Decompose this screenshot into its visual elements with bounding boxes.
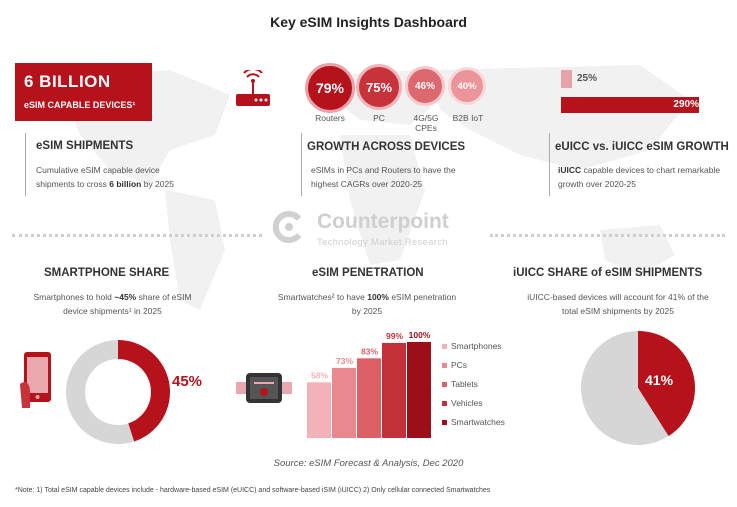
iuicc-share-pie	[581, 331, 695, 445]
smartwatch-icon	[236, 373, 292, 403]
esim-shipments-heading: eSIM SHIPMENTS	[36, 140, 134, 152]
iuicc-share-text: iUICC-based devices will account for 41%…	[527, 292, 709, 316]
bar-label: 83%	[361, 346, 378, 356]
iuicc-share-heading: iUICC SHARE of eSIM SHIPMENTS	[513, 267, 703, 279]
growth-text: eSIMs in PCs and Routers to have the hig…	[311, 165, 456, 189]
legend-swatch	[442, 382, 447, 387]
euicc-heading: eUICC vs. iUICC eSIM GROWTH	[555, 141, 729, 153]
smartphone-icon	[20, 352, 51, 408]
penetration-text: Smartwatches² to have 100% eSIM penetrat…	[277, 292, 457, 316]
counterpoint-logo-text: Counterpoint	[317, 210, 449, 233]
bar-vehicles	[382, 342, 406, 438]
growth-circle-routers: 79%	[305, 63, 355, 113]
bar-smartphones	[307, 382, 331, 438]
divider-line	[25, 133, 26, 196]
divider-line	[549, 133, 550, 196]
big-number: 6 BILLION	[24, 72, 111, 91]
growth-label-iot: B2B IoT	[452, 113, 484, 123]
smartphone-share-label: 45%	[172, 373, 203, 390]
legend-label: PCs	[451, 360, 467, 370]
esim-shipments-text: Cumulative eSIM capable device shipments…	[36, 165, 174, 189]
smartphone-text: Smartphones to hold ~45% share of eSIM d…	[33, 292, 192, 316]
bar-smartwatches	[407, 342, 431, 438]
euicc-text: iUICC capable devices to chart remarkabl…	[558, 165, 721, 189]
bar-tablets	[357, 358, 381, 438]
source-text: Source: eSIM Forecast & Analysis, Dec 20…	[273, 458, 464, 469]
iuicc-bar	[561, 97, 699, 113]
dotted-separator-left	[12, 234, 262, 237]
legend-swatch	[442, 420, 447, 425]
smartphone-share-donut	[66, 340, 171, 444]
smartphone-heading: SMARTPHONE SHARE	[44, 267, 170, 279]
euicc-bar-label: 25%	[577, 73, 598, 84]
donut-hole	[85, 359, 151, 425]
legend-swatch	[442, 401, 447, 406]
legend-label: Tablets	[451, 379, 478, 389]
bar-label: 99%	[386, 331, 403, 341]
counterpoint-logo-tagline: Technology Market Research	[317, 237, 448, 248]
penetration-bar-chart: 58% 73% 83% 99% 100% Smartphones PCs Tablets Ve…	[307, 330, 505, 438]
growth-label-cpes: 4G/5G CPEs	[413, 113, 439, 133]
growth-circle-pc: 75%	[356, 64, 402, 110]
page-title: Key eSIM Insights Dashboard	[270, 14, 467, 30]
legend-label: Smartwatches	[451, 417, 505, 427]
esim-devices-callout: 6 BILLION eSIM CAPABLE DEVICES¹	[15, 63, 152, 121]
legend-swatch	[442, 363, 447, 368]
footnote: *Note: 1) Total eSIM capable devices inc…	[15, 487, 491, 494]
counterpoint-logo-icon	[272, 211, 302, 243]
pie-slice-iuicc	[638, 331, 695, 437]
legend-label: Smartphones	[451, 341, 502, 351]
growth-label-pc: PC	[373, 113, 385, 123]
growth-label-routers: Routers	[315, 113, 345, 123]
big-number-subtitle: eSIM CAPABLE DEVICES¹	[24, 100, 136, 110]
iuicc-bar-label: 290%	[673, 99, 699, 110]
euicc-bar	[561, 70, 572, 88]
legend-label: Vehicles	[451, 398, 483, 408]
bar-label: 73%	[336, 356, 353, 366]
growth-circle-cpes: 46%	[405, 66, 445, 106]
bar-pcs	[332, 367, 356, 438]
growth-heading: GROWTH ACROSS DEVICES	[307, 141, 466, 153]
iuicc-share-label: 41%	[645, 372, 674, 388]
bar-label: 100%	[409, 330, 431, 340]
penetration-heading: eSIM PENETRATION	[312, 267, 424, 279]
pie-slice-other	[581, 331, 669, 445]
dotted-separator-right	[490, 234, 725, 237]
router-icon	[236, 70, 270, 106]
bar-label: 58%	[311, 370, 328, 380]
growth-circle-iot: 40%	[448, 67, 486, 105]
divider-line	[301, 133, 302, 196]
legend-swatch	[442, 344, 447, 349]
